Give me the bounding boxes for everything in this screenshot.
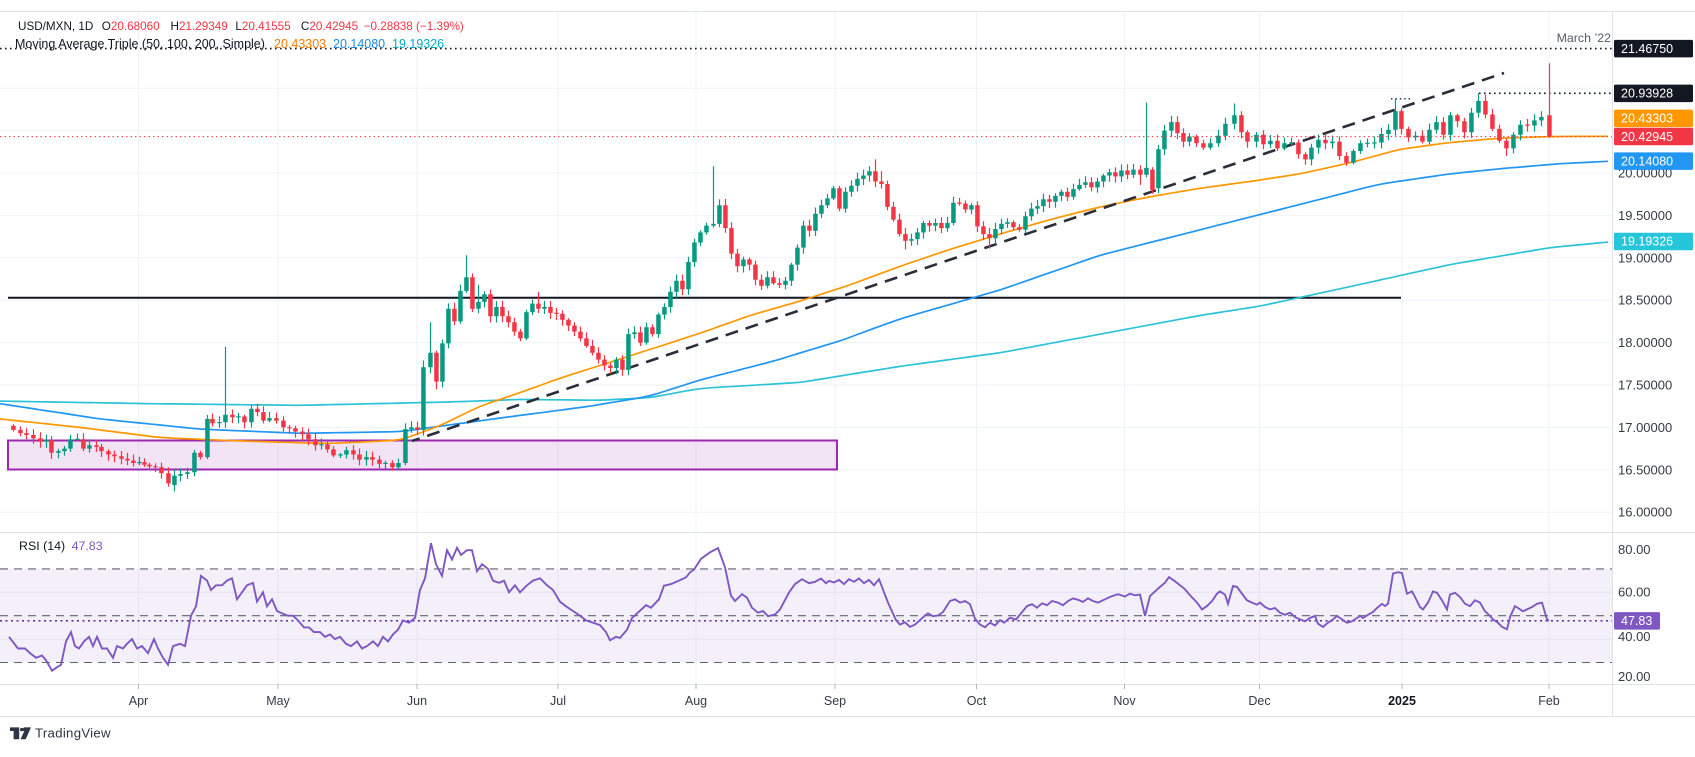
svg-text:−0.28838 (−1.39%): −0.28838 (−1.39%) bbox=[364, 20, 464, 33]
svg-text:2025: 2025 bbox=[1388, 694, 1416, 708]
svg-text:20.00: 20.00 bbox=[1618, 669, 1651, 684]
svg-text:20.14080: 20.14080 bbox=[333, 37, 385, 51]
svg-text:18.00000: 18.00000 bbox=[1618, 335, 1672, 350]
svg-text:USD/MXN, 1D: USD/MXN, 1D bbox=[18, 20, 93, 33]
svg-text:O20.68060: O20.68060 bbox=[102, 20, 160, 33]
svg-text:20.43303: 20.43303 bbox=[274, 37, 326, 51]
svg-text:TradingView: TradingView bbox=[35, 726, 111, 741]
svg-text:16.00000: 16.00000 bbox=[1618, 505, 1672, 520]
svg-text:16.50000: 16.50000 bbox=[1618, 462, 1672, 477]
svg-text:May: May bbox=[266, 694, 290, 708]
svg-text:19.00000: 19.00000 bbox=[1618, 250, 1672, 265]
svg-text:Aug: Aug bbox=[685, 694, 707, 708]
svg-text:H21.29349: H21.29349 bbox=[171, 20, 228, 33]
svg-text:Oct: Oct bbox=[967, 694, 987, 708]
svg-text:19.50000: 19.50000 bbox=[1618, 208, 1672, 223]
svg-text:20.93928: 20.93928 bbox=[1621, 87, 1673, 101]
svg-text:Jul: Jul bbox=[550, 694, 566, 708]
svg-text:60.00: 60.00 bbox=[1618, 584, 1651, 599]
svg-text:40.00: 40.00 bbox=[1618, 629, 1651, 644]
svg-text:L20.41555: L20.41555 bbox=[235, 20, 291, 33]
svg-text:17.00000: 17.00000 bbox=[1618, 420, 1672, 435]
svg-text:Apr: Apr bbox=[129, 694, 148, 708]
svg-text:Sep: Sep bbox=[824, 694, 846, 708]
svg-text:20.43303: 20.43303 bbox=[1621, 112, 1673, 126]
svg-text:RSI (14) 47.83: RSI (14) 47.83 bbox=[19, 539, 103, 553]
svg-text:19.19326: 19.19326 bbox=[392, 37, 444, 51]
svg-text:Jun: Jun bbox=[407, 694, 427, 708]
svg-text:80.00: 80.00 bbox=[1618, 542, 1651, 557]
svg-text:March ’22: March ’22 bbox=[1557, 31, 1612, 45]
svg-text:Nov: Nov bbox=[1113, 694, 1136, 708]
svg-text:20.42945: 20.42945 bbox=[1621, 130, 1673, 144]
svg-text:18.50000: 18.50000 bbox=[1618, 293, 1672, 308]
svg-text:Dec: Dec bbox=[1248, 694, 1270, 708]
svg-text:47.83: 47.83 bbox=[1621, 614, 1652, 628]
svg-text:19.19326: 19.19326 bbox=[1621, 235, 1673, 249]
svg-text:20.14080: 20.14080 bbox=[1621, 154, 1673, 168]
svg-text:C20.42945: C20.42945 bbox=[301, 20, 359, 33]
svg-text:21.46750: 21.46750 bbox=[1621, 42, 1673, 56]
svg-text:17.50000: 17.50000 bbox=[1618, 378, 1672, 393]
svg-text:Moving Average Triple (50, 100: Moving Average Triple (50, 100, 200, Sim… bbox=[15, 37, 265, 51]
svg-text:Feb: Feb bbox=[1538, 694, 1560, 708]
